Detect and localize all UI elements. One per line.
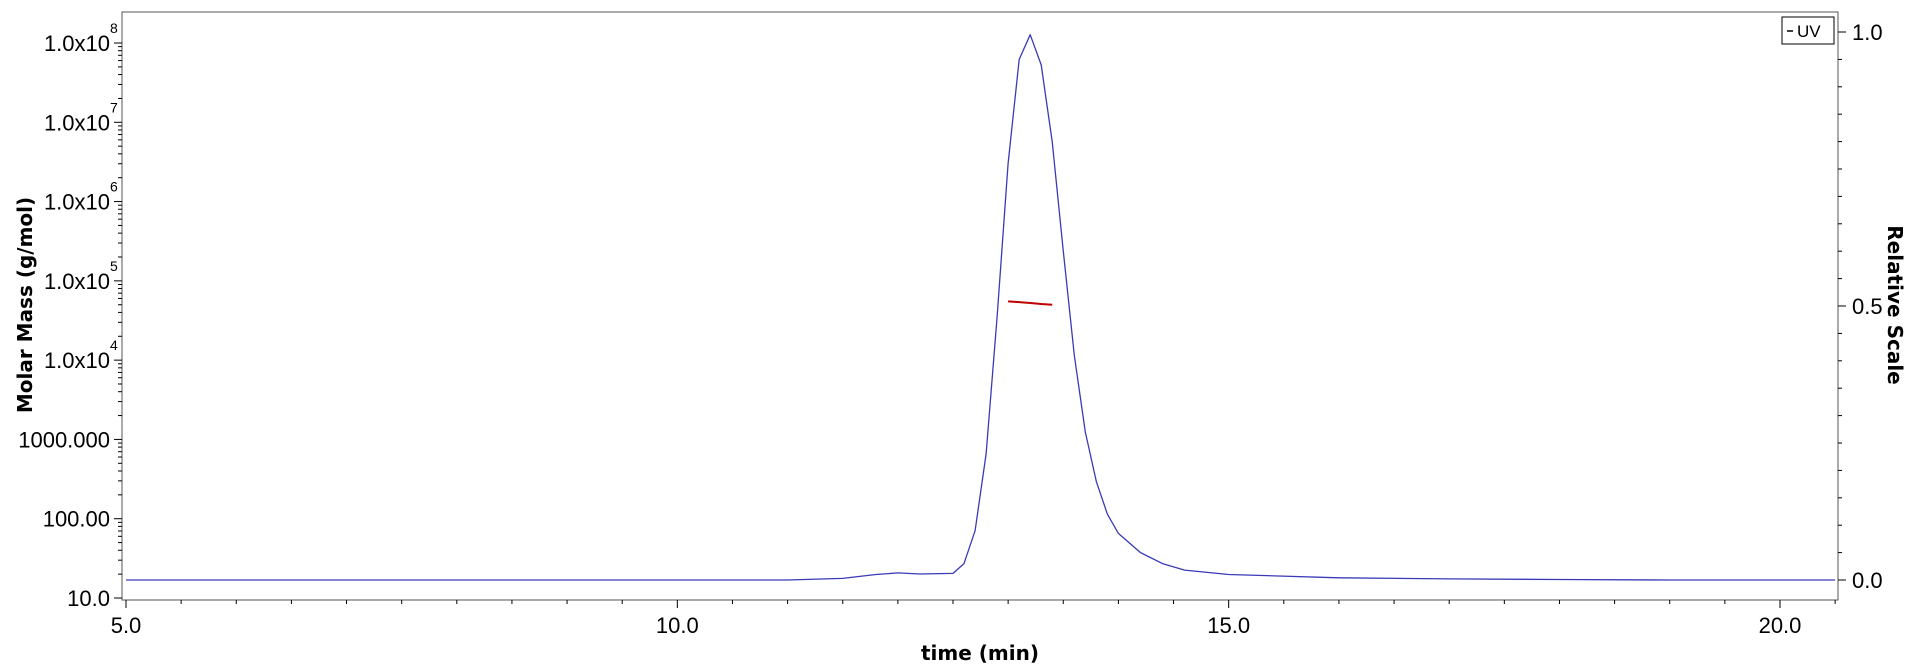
y2-axis-ticks: 0.0 0.5 1.0: [1838, 20, 1883, 593]
plot-area: [121, 11, 1839, 601]
y-tick-exponent: 4: [110, 337, 118, 353]
x-tick-label: 20.0: [1759, 613, 1802, 638]
legend: UV: [1781, 16, 1835, 45]
x-axis-title: time (min): [921, 641, 1039, 665]
y-tick-exponent: 8: [110, 20, 118, 36]
y-tick-label: 10.0: [67, 586, 110, 611]
y-tick-label: 1.0x10: [44, 31, 110, 56]
x-tick-label: 10.0: [656, 613, 699, 638]
molar-mass-series: [1008, 300, 1053, 306]
y-tick-label: 100.00: [43, 507, 110, 532]
x-axis-ticks: 5.0 10.0 15.0 20.0: [111, 600, 1836, 638]
y-tick-label: 1.0x10: [44, 190, 110, 215]
y-tick-exponent: 7: [110, 99, 118, 115]
y-tick-label: 1.0x10: [44, 348, 110, 373]
y-tick-exponent: 5: [110, 258, 118, 274]
uv-series: [126, 34, 1836, 581]
y-tick-label: 1.0x10: [44, 269, 110, 294]
y-axis-title: Molar Mass (g/mol): [13, 197, 37, 413]
y2-tick-label: 1.0: [1852, 20, 1883, 45]
x-tick-label: 5.0: [111, 613, 142, 638]
y-tick-label: 1.0x10: [44, 110, 110, 135]
y2-axis-title: Relative Scale: [1883, 225, 1907, 384]
y-axis-ticks: 10.0100.001000.0001.0x1041.0x1051.0x1061…: [18, 20, 122, 611]
legend-label-uv: UV: [1797, 22, 1821, 41]
y-tick-label: 1000.000: [18, 427, 110, 452]
series-layer: [126, 34, 1836, 581]
y2-tick-label: 0.5: [1852, 294, 1883, 319]
y2-tick-label: 0.0: [1852, 568, 1883, 593]
x-tick-label: 15.0: [1207, 613, 1250, 638]
y-tick-exponent: 6: [110, 179, 118, 195]
